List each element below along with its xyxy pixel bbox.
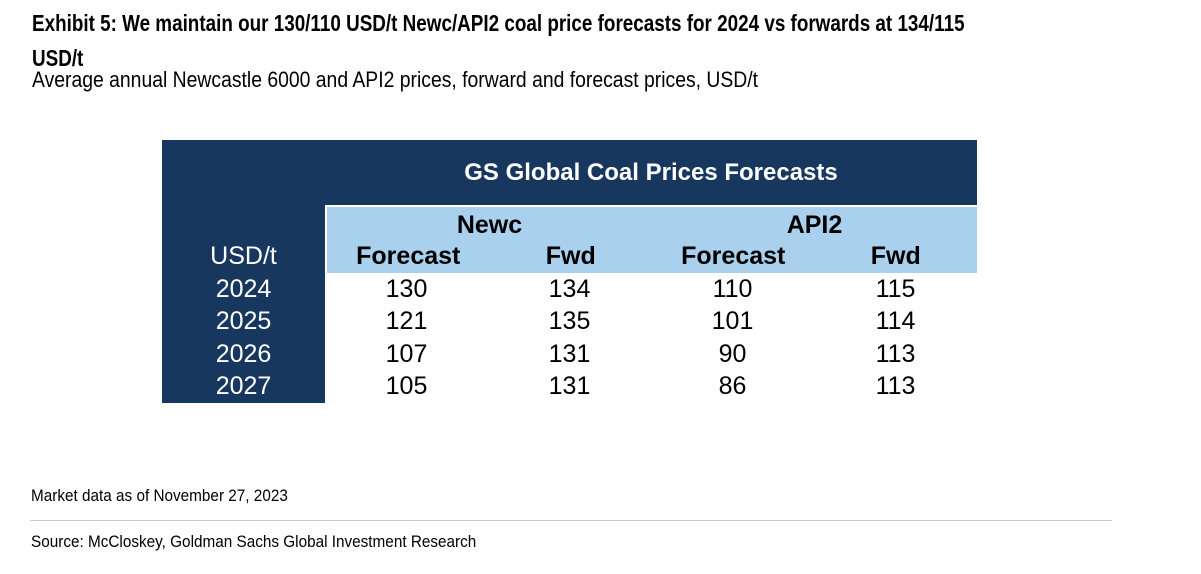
cell-newc-fwd: 134 bbox=[548, 274, 591, 303]
cell-api2-fwd: 114 bbox=[875, 307, 916, 336]
cell-newc-forecast: 105 bbox=[385, 372, 428, 401]
column-header-newc-forecast: Forecast bbox=[356, 242, 461, 270]
table-row: 2026 107 131 90 113 bbox=[162, 338, 977, 371]
cell-api2-forecast: 86 bbox=[718, 372, 747, 401]
table-title: GS Global Coal Prices Forecasts bbox=[464, 159, 838, 186]
coal-forecast-table: GS Global Coal Prices Forecasts USD/t Ne… bbox=[162, 140, 977, 403]
table-column-header-band: Newc API2 Forecast Fwd Forecast Fwd bbox=[327, 207, 977, 273]
column-header-api2-fwd: Fwd bbox=[870, 242, 921, 270]
cell-api2-forecast: 110 bbox=[712, 274, 753, 303]
exhibit-title-line2: USD/t bbox=[32, 45, 84, 71]
table-corner-column: USD/t bbox=[162, 140, 325, 273]
table-row: 2027 105 131 86 113 bbox=[162, 370, 977, 403]
source-line: Source: McCloskey, Goldman Sachs Global … bbox=[31, 532, 477, 551]
row-year: 2024 bbox=[162, 273, 325, 306]
row-year: 2027 bbox=[162, 370, 325, 403]
column-header-newc-fwd: Fwd bbox=[545, 242, 596, 270]
market-data-note: Market data as of November 27, 2023 bbox=[31, 486, 288, 505]
group-header-api2: API2 bbox=[786, 211, 843, 239]
group-header-row: Newc API2 bbox=[327, 207, 977, 240]
table-row: 2024 130 134 110 115 bbox=[162, 273, 977, 306]
cell-api2-fwd: 113 bbox=[875, 339, 916, 368]
cell-newc-fwd: 135 bbox=[548, 307, 591, 336]
footer-divider bbox=[30, 520, 1112, 521]
column-header-row: Forecast Fwd Forecast Fwd bbox=[327, 240, 977, 273]
cell-api2-fwd: 113 bbox=[875, 372, 916, 401]
cell-newc-forecast: 121 bbox=[385, 307, 428, 336]
cell-api2-fwd: 115 bbox=[875, 274, 916, 303]
column-header-api2-forecast: Forecast bbox=[681, 242, 786, 270]
cell-api2-forecast: 90 bbox=[718, 339, 747, 368]
cell-newc-fwd: 131 bbox=[548, 372, 591, 401]
row-year: 2025 bbox=[162, 305, 325, 338]
cell-api2-forecast: 101 bbox=[711, 307, 754, 336]
row-year: 2026 bbox=[162, 338, 325, 371]
cell-newc-forecast: 107 bbox=[385, 339, 428, 368]
exhibit-title: Exhibit 5: We maintain our 130/110 USD/t… bbox=[32, 6, 1169, 76]
exhibit-title-line1: Exhibit 5: We maintain our 130/110 USD/t… bbox=[32, 10, 965, 36]
exhibit-subtitle: Average annual Newcastle 6000 and API2 p… bbox=[32, 67, 759, 92]
table-body: 2024 130 134 110 115 2025 121 135 101 11… bbox=[162, 273, 977, 403]
table-row: 2025 121 135 101 114 bbox=[162, 305, 977, 338]
unit-label: USD/t bbox=[210, 242, 277, 270]
cell-newc-fwd: 131 bbox=[548, 339, 591, 368]
group-header-newc: Newc bbox=[456, 211, 523, 239]
cell-newc-forecast: 130 bbox=[385, 274, 428, 303]
